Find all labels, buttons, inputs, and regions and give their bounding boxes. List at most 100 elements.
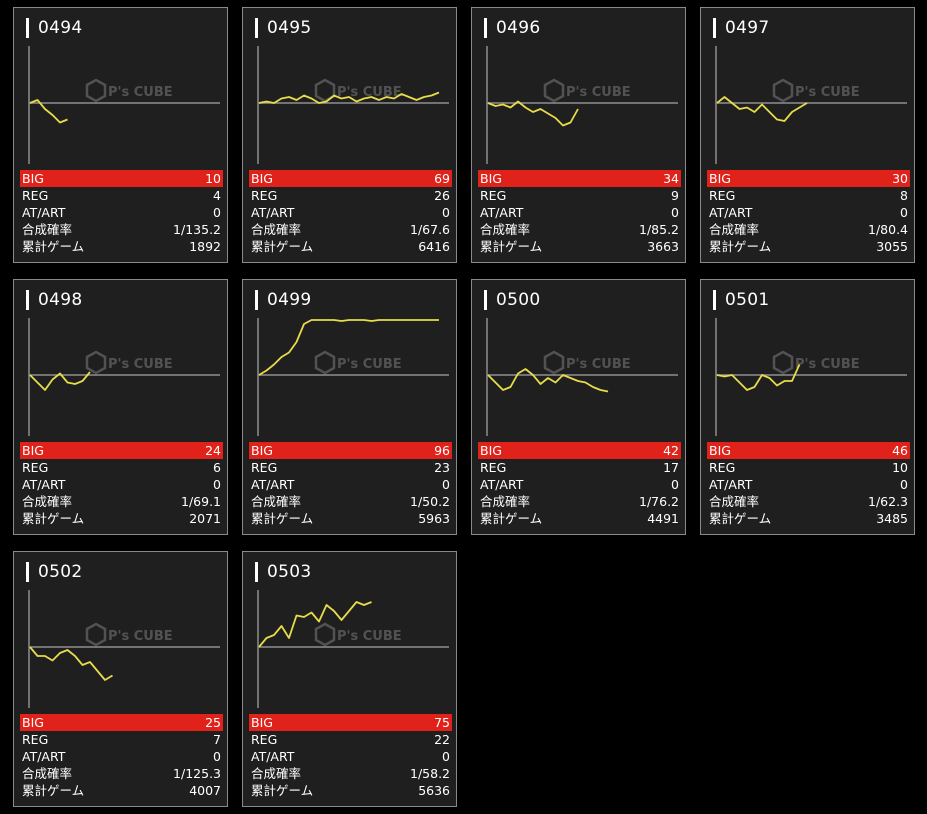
stat-row-atart: AT/ART 0 bbox=[249, 476, 452, 493]
stat-value: 1/67.6 bbox=[410, 222, 450, 237]
stat-label: 累計ゲーム bbox=[480, 239, 543, 254]
stat-value: 4491 bbox=[647, 511, 679, 526]
stat-label: BIG bbox=[480, 171, 502, 186]
stat-value: 4007 bbox=[189, 783, 221, 798]
slump-line bbox=[29, 646, 113, 681]
stats-table: BIG 69 REG 26 AT/ART 0 合成確率 1/67.6 累計ゲーム… bbox=[249, 170, 452, 255]
stat-label: 累計ゲーム bbox=[22, 239, 85, 254]
stat-row-reg: REG 23 bbox=[249, 459, 452, 476]
stat-value: 96 bbox=[434, 443, 450, 458]
watermark-text: P's CUBE bbox=[795, 357, 860, 372]
chart-svg: P's CUBE bbox=[257, 46, 449, 164]
machine-card[interactable]: 0502 P's CUBE BIG 25 REG 7 AT/ART 0 合成確率… bbox=[13, 551, 228, 807]
slump-line bbox=[29, 99, 68, 124]
stat-row-probability: 合成確率 1/67.6 bbox=[249, 221, 452, 238]
slump-line bbox=[29, 371, 91, 391]
watermark-text: P's CUBE bbox=[337, 629, 402, 644]
stat-label: 合成確率 bbox=[22, 766, 73, 781]
machine-title: 0501 bbox=[713, 290, 769, 310]
stat-row-big: BIG 46 bbox=[707, 442, 910, 459]
stats-table: BIG 30 REG 8 AT/ART 0 合成確率 1/80.4 累計ゲーム … bbox=[707, 170, 910, 255]
stat-label: AT/ART bbox=[22, 749, 66, 764]
machine-card[interactable]: 0496 P's CUBE BIG 34 REG 9 AT/ART 0 合成確率… bbox=[471, 7, 686, 263]
machine-title: 0500 bbox=[484, 290, 540, 310]
stat-value: 1/50.2 bbox=[410, 494, 450, 509]
machine-card[interactable]: 0500 P's CUBE BIG 42 REG 17 AT/ART 0 合成確… bbox=[471, 279, 686, 535]
stat-row-atart: AT/ART 0 bbox=[20, 204, 223, 221]
stat-value: 23 bbox=[434, 460, 450, 475]
stat-label: 合成確率 bbox=[251, 766, 302, 781]
stats-table: BIG 42 REG 17 AT/ART 0 合成確率 1/76.2 累計ゲーム… bbox=[478, 442, 681, 527]
stat-value: 42 bbox=[663, 443, 679, 458]
stat-value: 7 bbox=[213, 732, 221, 747]
machine-title: 0499 bbox=[255, 290, 311, 310]
machine-card[interactable]: 0501 P's CUBE BIG 46 REG 10 AT/ART 0 合成確… bbox=[700, 279, 915, 535]
watermark-text: P's CUBE bbox=[108, 85, 173, 100]
machine-card[interactable]: 0497 P's CUBE BIG 30 REG 8 AT/ART 0 合成確率… bbox=[700, 7, 915, 263]
stat-row-big: BIG 75 bbox=[249, 714, 452, 731]
stat-row-reg: REG 9 bbox=[478, 187, 681, 204]
stat-row-total-games: 累計ゲーム 3485 bbox=[707, 510, 910, 527]
machine-card[interactable]: 0498 P's CUBE BIG 24 REG 6 AT/ART 0 合成確率… bbox=[13, 279, 228, 535]
stat-row-total-games: 累計ゲーム 2071 bbox=[20, 510, 223, 527]
stat-row-reg: REG 22 bbox=[249, 731, 452, 748]
cube-logo-icon bbox=[85, 622, 107, 647]
stat-label: AT/ART bbox=[709, 477, 753, 492]
stat-label: AT/ART bbox=[22, 477, 66, 492]
stat-row-reg: REG 17 bbox=[478, 459, 681, 476]
stat-value: 0 bbox=[213, 749, 221, 764]
title-accent-bar bbox=[255, 562, 258, 582]
stat-row-reg: REG 7 bbox=[20, 731, 223, 748]
watermark-text: P's CUBE bbox=[337, 85, 402, 100]
slump-chart: P's CUBE bbox=[486, 318, 678, 438]
cube-logo-icon bbox=[314, 350, 336, 375]
stat-row-probability: 合成確率 1/125.3 bbox=[20, 765, 223, 782]
machine-card[interactable]: 0499 P's CUBE BIG 96 REG 23 AT/ART 0 合成確… bbox=[242, 279, 457, 535]
stat-label: 累計ゲーム bbox=[709, 511, 772, 526]
stats-table: BIG 24 REG 6 AT/ART 0 合成確率 1/69.1 累計ゲーム … bbox=[20, 442, 223, 527]
stat-value: 1/125.3 bbox=[173, 766, 221, 781]
title-accent-bar bbox=[26, 562, 29, 582]
stat-value: 10 bbox=[892, 460, 908, 475]
stat-label: AT/ART bbox=[480, 477, 524, 492]
machine-card[interactable]: 0494 P's CUBE BIG 10 REG 4 AT/ART 0 合成確率… bbox=[13, 7, 228, 263]
chart-svg: P's CUBE bbox=[28, 46, 220, 164]
watermark: P's CUBE bbox=[543, 78, 631, 103]
slump-line bbox=[258, 601, 372, 648]
stat-value: 25 bbox=[205, 715, 221, 730]
stat-label: REG bbox=[251, 732, 278, 747]
stat-value: 1/62.3 bbox=[868, 494, 908, 509]
stat-label: REG bbox=[251, 460, 278, 475]
stat-row-atart: AT/ART 0 bbox=[249, 748, 452, 765]
stat-value: 0 bbox=[671, 477, 679, 492]
watermark-text: P's CUBE bbox=[795, 85, 860, 100]
stat-row-reg: REG 4 bbox=[20, 187, 223, 204]
stat-row-total-games: 累計ゲーム 4007 bbox=[20, 782, 223, 799]
stat-label: BIG bbox=[22, 443, 44, 458]
stat-label: AT/ART bbox=[251, 749, 295, 764]
cube-logo-icon bbox=[772, 350, 794, 375]
stat-label: 合成確率 bbox=[709, 494, 760, 509]
title-accent-bar bbox=[484, 18, 487, 38]
cube-logo-icon bbox=[85, 350, 107, 375]
stat-label: 累計ゲーム bbox=[480, 511, 543, 526]
machine-card[interactable]: 0495 P's CUBE BIG 69 REG 26 AT/ART 0 合成確… bbox=[242, 7, 457, 263]
stat-row-probability: 合成確率 1/62.3 bbox=[707, 493, 910, 510]
stat-value: 24 bbox=[205, 443, 221, 458]
machine-title: 0502 bbox=[26, 562, 82, 582]
machine-card[interactable]: 0503 P's CUBE BIG 75 REG 22 AT/ART 0 合成確… bbox=[242, 551, 457, 807]
stat-row-probability: 合成確率 1/58.2 bbox=[249, 765, 452, 782]
stat-row-total-games: 累計ゲーム 5963 bbox=[249, 510, 452, 527]
stat-value: 5636 bbox=[418, 783, 450, 798]
stat-value: 34 bbox=[663, 171, 679, 186]
stat-label: AT/ART bbox=[709, 205, 753, 220]
stat-label: REG bbox=[22, 188, 49, 203]
stat-label: REG bbox=[22, 460, 49, 475]
stat-row-probability: 合成確率 1/76.2 bbox=[478, 493, 681, 510]
stat-row-total-games: 累計ゲーム 3055 bbox=[707, 238, 910, 255]
stat-row-big: BIG 34 bbox=[478, 170, 681, 187]
stat-label: REG bbox=[480, 188, 507, 203]
stat-label: BIG bbox=[709, 171, 731, 186]
watermark: P's CUBE bbox=[543, 350, 631, 375]
watermark-text: P's CUBE bbox=[337, 357, 402, 372]
